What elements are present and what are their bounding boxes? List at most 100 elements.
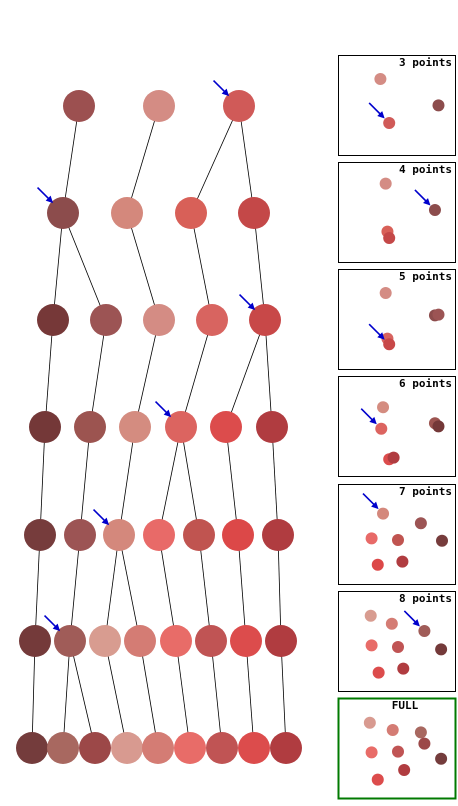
panel-full: FULL — [337, 697, 457, 800]
tree-edge — [210, 640, 223, 749]
tree-edge — [79, 426, 91, 536]
panel-point — [387, 451, 400, 464]
panel-point — [428, 204, 441, 216]
panel-point — [386, 724, 399, 736]
panel-label: 3 points — [399, 56, 452, 69]
panel-point — [383, 232, 396, 244]
tree-node — [124, 625, 156, 657]
tree-edge — [31, 640, 36, 749]
tree-node — [256, 411, 288, 443]
tree-node — [143, 519, 175, 551]
tree-edge — [280, 640, 287, 749]
tree-edge — [158, 426, 182, 536]
tree-edge — [175, 640, 191, 749]
tree-edge — [271, 426, 279, 536]
tree-edge — [180, 319, 213, 428]
tree-node — [19, 625, 51, 657]
tree-edge — [44, 319, 54, 428]
panel-point — [418, 625, 431, 637]
tree-node — [103, 519, 135, 551]
tree-node — [47, 197, 79, 229]
tree-node — [238, 732, 270, 764]
tree-node — [63, 90, 95, 122]
panel-label: FULL — [392, 699, 419, 712]
tree-node — [143, 90, 175, 122]
panel-point — [383, 117, 396, 129]
tree-edge — [190, 212, 213, 321]
tree-edge — [158, 534, 177, 642]
panel-point — [364, 609, 377, 622]
panel-highlight-arrow — [414, 189, 431, 206]
tree-node — [265, 625, 297, 657]
tree-edge — [104, 534, 120, 642]
tree-node — [37, 304, 69, 336]
tree-edge — [69, 534, 81, 642]
tree-node — [29, 411, 61, 443]
tree-node — [249, 304, 281, 336]
panel-point — [435, 643, 448, 656]
tree-node — [89, 625, 121, 657]
panel-point — [377, 507, 390, 520]
tree-edge — [180, 426, 200, 536]
tree-edge — [198, 534, 212, 642]
highlight-arrow — [92, 508, 110, 526]
panel-point — [436, 534, 448, 547]
tree-edge — [237, 534, 247, 642]
tree-edge — [39, 426, 46, 536]
tree-edge — [62, 212, 107, 321]
tree-edge — [277, 534, 282, 642]
tree-node — [183, 519, 215, 551]
tree-node — [210, 411, 242, 443]
tree-node — [142, 732, 174, 764]
tree-node — [47, 732, 79, 764]
panel-4-points: 4 points — [338, 162, 456, 263]
tree-edge — [225, 426, 239, 536]
panel-5-points: 5 points — [338, 269, 456, 370]
tree-edge — [264, 319, 273, 428]
panel-point — [374, 73, 387, 85]
panel-point — [371, 558, 384, 571]
tree-node — [143, 304, 175, 336]
highlight-arrow — [212, 79, 230, 97]
panel-point — [392, 641, 404, 653]
panel-point — [397, 662, 410, 675]
tree-edge — [245, 640, 255, 749]
tree-node — [111, 732, 143, 764]
panel-point — [375, 422, 388, 435]
highlight-arrow — [36, 186, 54, 204]
tree-node — [238, 197, 270, 229]
tree-edge — [52, 212, 64, 321]
panel-label: 4 points — [399, 163, 452, 176]
tree-edge — [62, 105, 80, 214]
panel-point — [432, 420, 445, 433]
panel-point — [363, 716, 376, 729]
tree-edge — [118, 426, 136, 536]
tree-node — [74, 411, 106, 443]
side-panels: 3 points 4 points 5 points 6 points 7 points… — [337, 55, 457, 800]
highlight-arrow — [238, 293, 256, 311]
tree-edge — [139, 640, 159, 749]
tree-edge — [34, 534, 41, 642]
panel-point — [372, 666, 385, 679]
panel-point — [379, 177, 392, 190]
tree-edge — [190, 105, 240, 214]
panel-6-points: 6 points — [338, 376, 456, 477]
panel-point — [365, 532, 378, 545]
panel-label: 7 points — [399, 485, 452, 498]
panel-point — [414, 726, 427, 739]
tree-node — [90, 304, 122, 336]
tree-edge — [126, 212, 160, 321]
panel-7-points: 7 points — [338, 484, 456, 585]
tree-node — [222, 519, 254, 551]
tree-node — [165, 411, 197, 443]
tree-node — [111, 197, 143, 229]
tree-node — [230, 625, 262, 657]
panel-label: 8 points — [399, 592, 452, 605]
tree-edges — [31, 105, 287, 749]
panel-highlight-arrow — [368, 102, 385, 119]
panel-point — [365, 639, 378, 652]
panel-point — [432, 308, 445, 321]
tree-node — [54, 625, 86, 657]
panel-3-points: 3 points — [338, 55, 456, 156]
panel-point — [435, 752, 448, 765]
